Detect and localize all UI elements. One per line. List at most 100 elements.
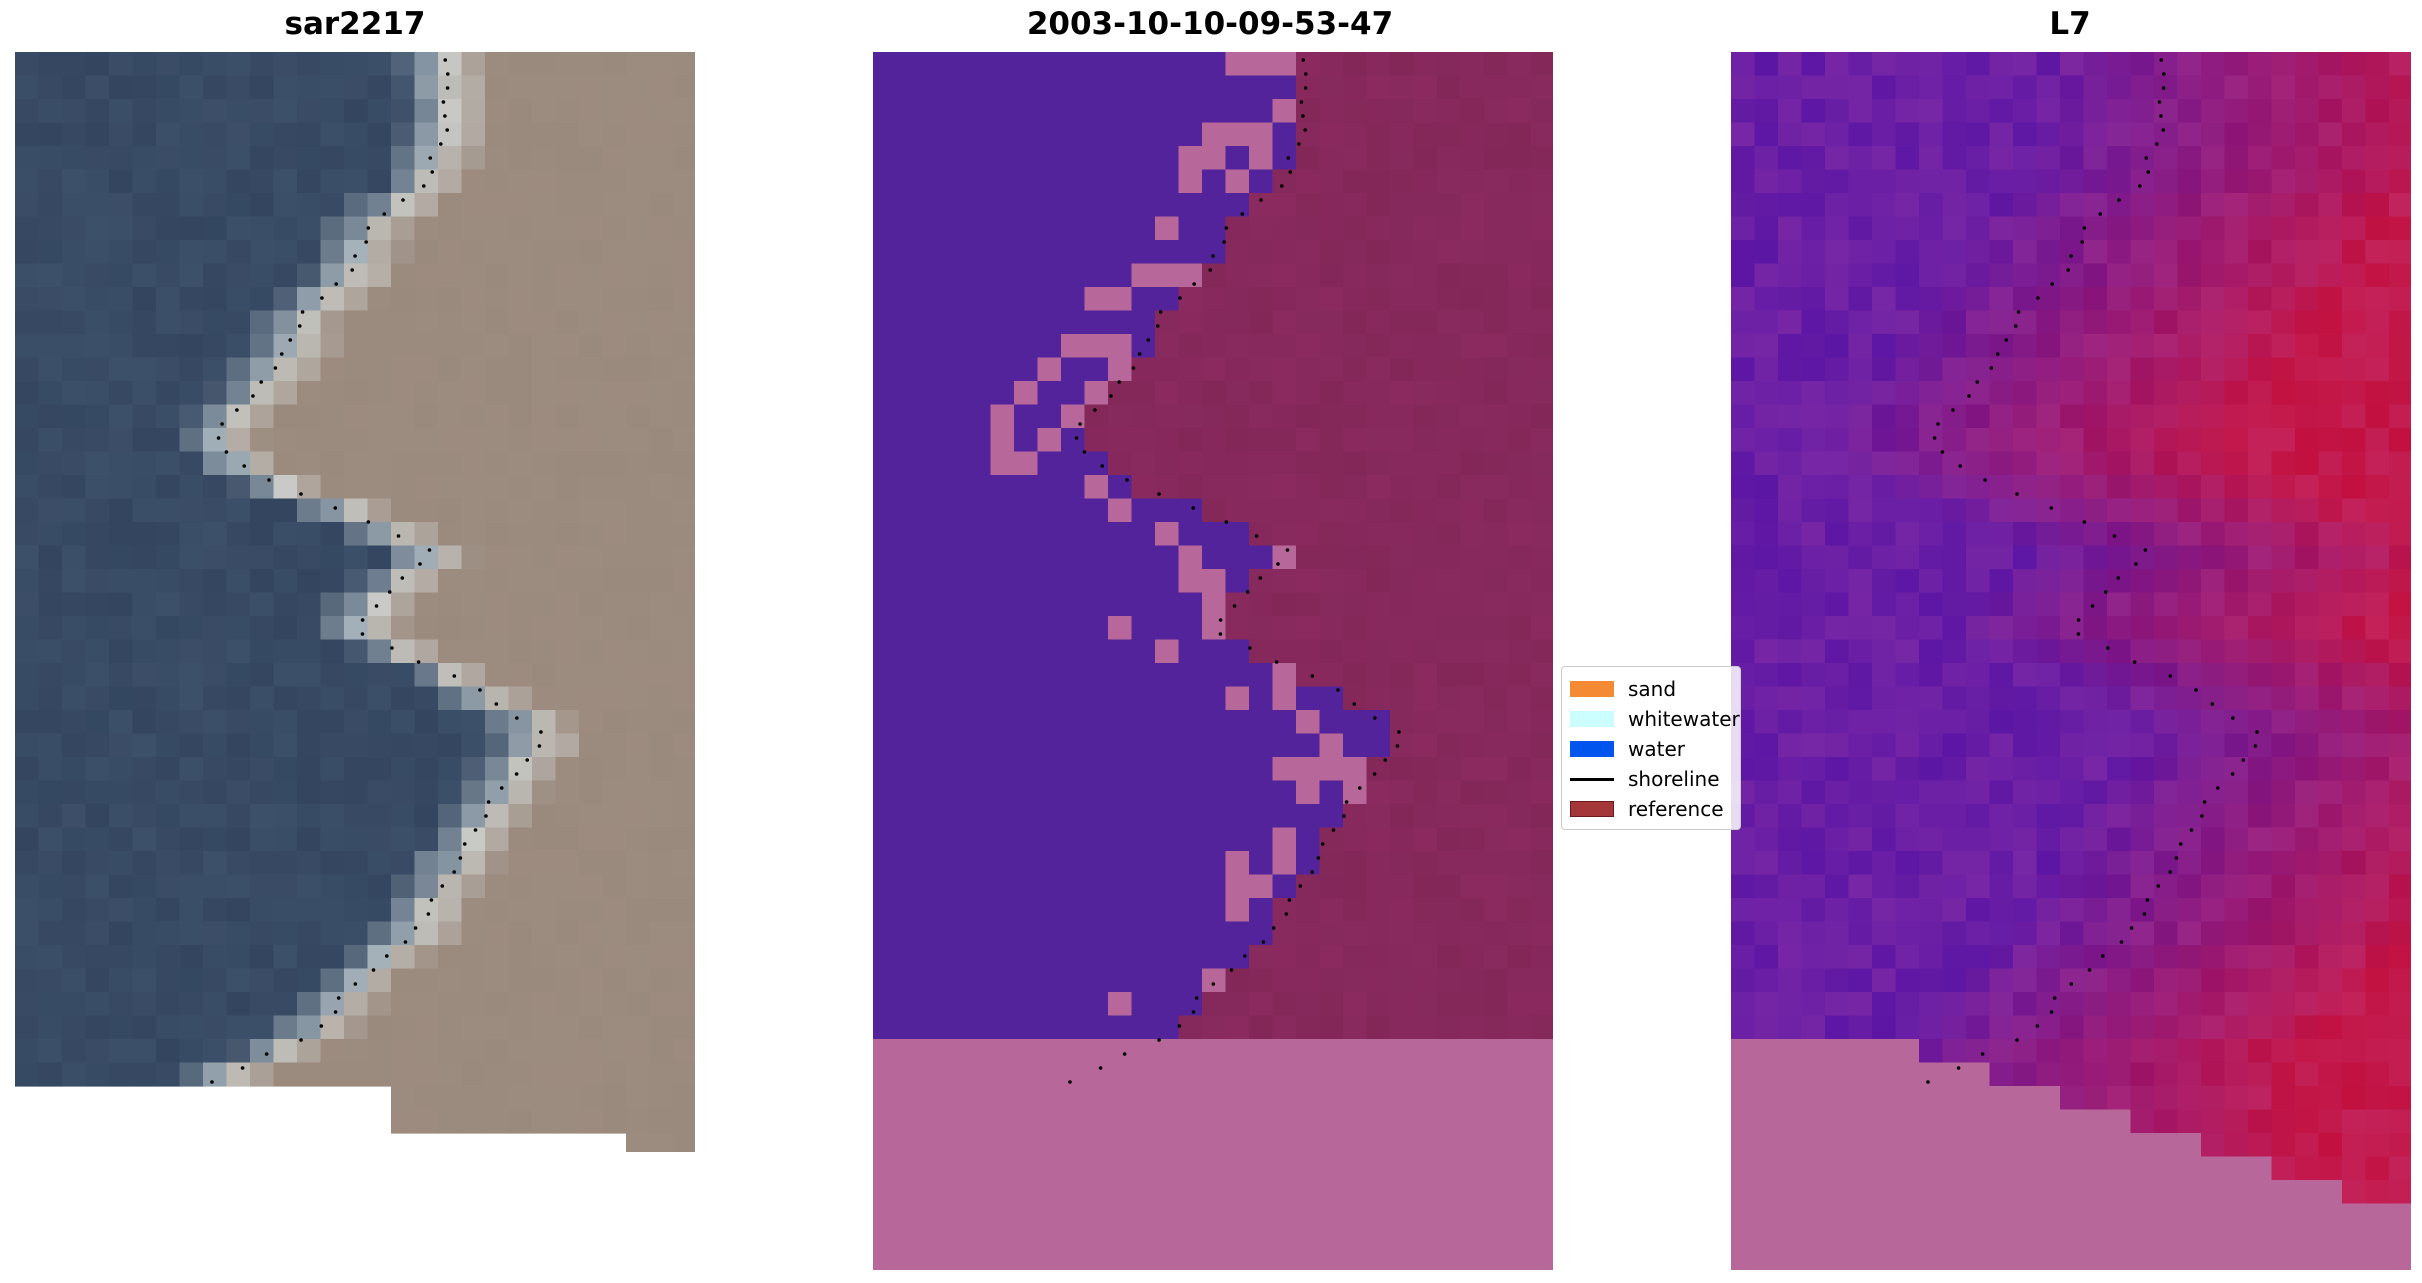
rgb-pixel bbox=[461, 428, 486, 453]
index-pixel bbox=[1848, 498, 1873, 523]
classified-pixel bbox=[1460, 357, 1485, 382]
classified-pixel bbox=[1343, 710, 1368, 735]
classified-pixel bbox=[1037, 451, 1062, 476]
classified-pixel bbox=[1507, 851, 1532, 876]
index-pixel bbox=[2224, 146, 2249, 171]
index-pixel bbox=[2318, 169, 2343, 194]
classified-pixel bbox=[967, 1086, 992, 1111]
shoreline-point bbox=[1331, 828, 1336, 832]
classified-pixel bbox=[1437, 522, 1462, 547]
index-pixel bbox=[2201, 475, 2226, 500]
rgb-pixel bbox=[391, 99, 416, 124]
index-pixel bbox=[2248, 1039, 2273, 1064]
classified-pixel bbox=[967, 1109, 992, 1134]
shoreline-point bbox=[2157, 100, 2162, 104]
classified-pixel bbox=[1272, 1062, 1297, 1087]
rgb-pixel bbox=[320, 428, 345, 453]
shoreline-point bbox=[2082, 226, 2087, 230]
shoreline-point bbox=[2253, 744, 2258, 748]
rgb-pixel bbox=[15, 522, 40, 547]
classified-pixel bbox=[1225, 733, 1250, 758]
rgb-pixel bbox=[250, 122, 275, 147]
index-pixel bbox=[2177, 592, 2202, 617]
rgb-pixel bbox=[532, 334, 557, 359]
index-pixel bbox=[1895, 146, 1920, 171]
index-pixel bbox=[1919, 1109, 1944, 1134]
index-pixel bbox=[2177, 1039, 2202, 1064]
classified-pixel bbox=[1202, 334, 1227, 359]
classified-pixel bbox=[1131, 663, 1156, 688]
classified-pixel bbox=[1178, 428, 1203, 453]
rgb-pixel bbox=[508, 992, 533, 1017]
classified-pixel bbox=[1460, 804, 1485, 829]
rgb-pixel bbox=[602, 1086, 627, 1111]
index-pixel bbox=[2201, 1180, 2226, 1205]
classified-pixel bbox=[1084, 710, 1109, 735]
classified-pixel bbox=[1319, 1062, 1344, 1087]
index-pixel bbox=[2389, 1015, 2411, 1040]
index-pixel bbox=[1872, 75, 1897, 100]
index-pixel bbox=[1778, 240, 1803, 265]
rgb-pixel bbox=[109, 122, 134, 147]
classified-pixel bbox=[1155, 827, 1180, 852]
shoreline-point bbox=[2161, 128, 2165, 132]
index-pixel bbox=[1942, 1086, 1967, 1111]
classified-pixel bbox=[1272, 334, 1297, 359]
index-pixel bbox=[2083, 545, 2108, 570]
classified-pixel bbox=[1319, 404, 1344, 429]
rgb-pixel bbox=[15, 451, 40, 476]
classified-pixel bbox=[1272, 569, 1297, 594]
index-pixel bbox=[1919, 475, 1944, 500]
rgb-pixel bbox=[485, 616, 510, 641]
classified-pixel bbox=[1202, 1015, 1227, 1040]
rgb-pixel bbox=[649, 639, 674, 664]
classified-pixel bbox=[1178, 780, 1203, 805]
rgb-pixel bbox=[320, 287, 345, 312]
rgb-pixel bbox=[626, 1109, 651, 1134]
rgb-pixel bbox=[461, 381, 486, 406]
shoreline-point bbox=[216, 436, 221, 440]
rgb-pixel bbox=[203, 968, 228, 993]
classified-pixel bbox=[1531, 357, 1553, 382]
index-pixel bbox=[1919, 851, 1944, 876]
shoreline-point bbox=[2082, 520, 2087, 524]
classified-pixel bbox=[1249, 663, 1274, 688]
rgb-pixel bbox=[62, 52, 87, 77]
shoreline-point bbox=[428, 156, 433, 160]
classified-pixel bbox=[1037, 1227, 1062, 1252]
index-pixel bbox=[1801, 75, 1826, 100]
index-pixel bbox=[1942, 287, 1967, 312]
index-pixel bbox=[1942, 475, 1967, 500]
classified-pixel bbox=[1061, 1156, 1086, 1181]
index-pixel bbox=[2060, 1109, 2085, 1134]
classified-pixel bbox=[967, 1250, 992, 1270]
classified-pixel bbox=[1249, 52, 1274, 77]
rgb-pixel bbox=[579, 616, 604, 641]
index-pixel bbox=[1778, 381, 1803, 406]
index-pixel bbox=[2060, 522, 2085, 547]
index-pixel bbox=[1989, 1015, 2014, 1040]
index-pixel bbox=[2342, 827, 2367, 852]
index-pixel bbox=[2365, 1133, 2390, 1158]
shoreline-point bbox=[427, 548, 432, 552]
classified-pixel bbox=[943, 52, 968, 77]
classified-pixel bbox=[967, 404, 992, 429]
classified-pixel bbox=[1131, 475, 1156, 500]
classified-pixel bbox=[943, 851, 968, 876]
rgb-pixel bbox=[132, 780, 157, 805]
index-pixel bbox=[2271, 1227, 2296, 1252]
classified-pixel bbox=[1437, 968, 1462, 993]
index-pixel bbox=[1919, 545, 1944, 570]
shoreline-point bbox=[1336, 688, 1340, 692]
classified-pixel bbox=[1343, 569, 1368, 594]
shoreline-point bbox=[396, 534, 401, 538]
index-pixel bbox=[2271, 216, 2296, 241]
shoreline-point bbox=[320, 296, 324, 300]
index-pixel bbox=[2201, 357, 2226, 382]
classified-pixel bbox=[1061, 592, 1086, 617]
index-pixel bbox=[2318, 851, 2343, 876]
rgb-pixel bbox=[179, 522, 204, 547]
classified-pixel bbox=[1507, 263, 1532, 288]
index-pixel bbox=[2130, 851, 2155, 876]
rgb-pixel bbox=[156, 780, 181, 805]
